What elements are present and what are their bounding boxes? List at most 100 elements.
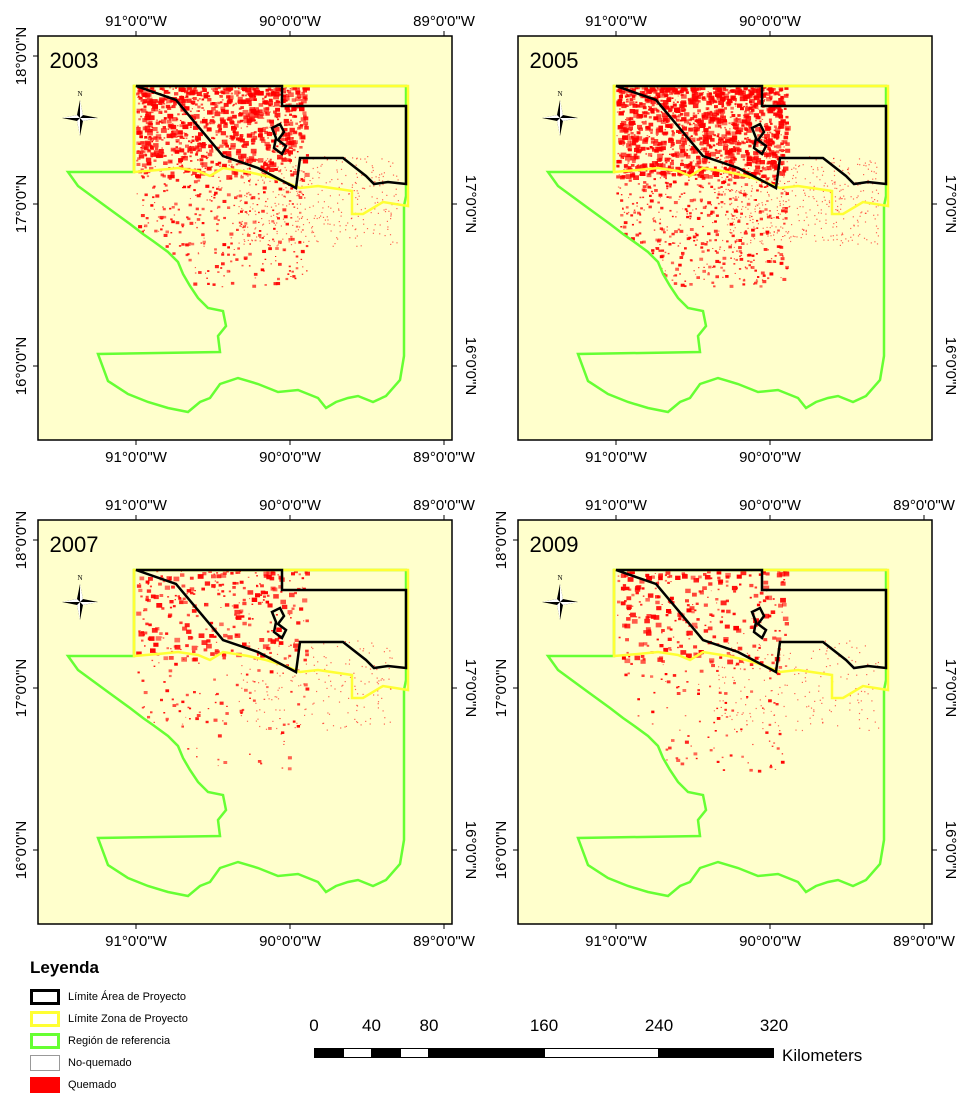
x-tick-top: 91°0'0"W (585, 13, 648, 30)
y-tick-left: 18°0'0"N (13, 27, 30, 85)
compass-label: N (557, 574, 562, 582)
scale-segment (400, 1048, 429, 1058)
y-tick-right: 17°0'0"N (462, 175, 479, 233)
y-tick-right: 16°0'0"N (462, 337, 479, 395)
map-frame (517, 35, 933, 441)
y-tick-left: 18°0'0"N (13, 511, 30, 569)
legend-swatch (30, 1011, 60, 1027)
legend-label: Límite Zona de Proyecto (68, 1013, 188, 1025)
scale-label: 240 (644, 1016, 674, 1035)
compass-label: N (77, 90, 82, 98)
scale-segment (544, 1048, 659, 1058)
legend-label: No-quemado (68, 1057, 132, 1069)
map-panel-2009: 2009 N 91°0'0"W 90°0'0"W 89°0'0"W 91°0'0"W 90°… (493, 497, 959, 950)
x-tick-bottom: 91°0'0"W (585, 933, 648, 950)
legend-label: Quemado (68, 1079, 117, 1091)
reference-region-boundary (65, 84, 408, 414)
x-tick-top: 91°0'0"W (105, 13, 168, 30)
project-area-boundary (615, 568, 888, 674)
x-tick-bottom: 90°0'0"W (259, 933, 322, 950)
map-frame (517, 519, 933, 925)
map-panels: 2003 N 91°0'0"W 90°0'0"W 89°0'0"W 91°0'0"W 90°… (13, 13, 959, 950)
lake-boundary (750, 122, 768, 156)
x-tick-bottom: 90°0'0"W (739, 933, 802, 950)
map-panel-2005: 2005 N 91°0'0"W 90°0'0"W 91°0'0"W 90°0'0"W 17°… (517, 13, 959, 466)
scale-segment (314, 1048, 343, 1058)
lake-boundary (750, 606, 768, 640)
north-arrow-icon: N (62, 90, 98, 136)
legend-item: No-quemado (30, 1052, 290, 1074)
scale-segment (659, 1048, 774, 1058)
x-tick-bottom: 89°0'0"W (893, 933, 956, 950)
legend-title: Leyenda (30, 958, 99, 977)
x-tick-top: 90°0'0"W (259, 13, 322, 30)
y-tick-right: 17°0'0"N (942, 659, 959, 717)
burned-area (136, 570, 393, 771)
x-tick-bottom: 91°0'0"W (105, 449, 168, 466)
y-tick-left: 18°0'0"N (493, 511, 510, 569)
compass-label: N (77, 574, 82, 582)
lake-boundary (270, 606, 288, 640)
project-area-boundary (135, 84, 408, 190)
year-label: 2003 (50, 48, 99, 73)
scale-label: 80 (419, 1016, 439, 1035)
scale-unit: Kilometers (782, 1046, 863, 1065)
map-panel-2007: 2007 N 91°0'0"W 90°0'0"W 89°0'0"W 91°0'0"W 90°… (13, 497, 479, 950)
legend-label: Región de referencia (68, 1035, 171, 1047)
x-tick-top: 90°0'0"W (259, 497, 322, 514)
x-tick-top: 89°0'0"W (413, 497, 476, 514)
scale-label: 40 (362, 1016, 381, 1035)
x-tick-top: 89°0'0"W (893, 497, 956, 514)
scale-label: 320 (759, 1016, 789, 1035)
x-tick-bottom: 91°0'0"W (585, 449, 648, 466)
map-panel-2003: 2003 N 91°0'0"W 90°0'0"W 89°0'0"W 91°0'0"W 90°… (13, 13, 479, 466)
y-tick-right: 16°0'0"N (942, 821, 959, 879)
y-tick-right: 17°0'0"N (942, 175, 959, 233)
year-label: 2009 (530, 532, 579, 557)
y-tick-left: 16°0'0"N (493, 821, 510, 879)
compass-label: N (557, 90, 562, 98)
lake-boundary (270, 122, 288, 156)
x-tick-top: 91°0'0"W (585, 497, 648, 514)
project-area-boundary (615, 84, 888, 190)
legend-swatch (30, 1077, 60, 1093)
legend-label: Límite Área de Proyecto (68, 991, 187, 1003)
scale-label: 0 (309, 1016, 319, 1035)
legend-item: Región de referencia (30, 1030, 290, 1052)
legend-item: Límite Área de Proyecto (30, 986, 290, 1008)
x-tick-bottom: 89°0'0"W (413, 933, 476, 950)
x-tick-top: 89°0'0"W (413, 13, 476, 30)
x-tick-top: 91°0'0"W (105, 497, 168, 514)
y-tick-right: 16°0'0"N (462, 821, 479, 879)
x-tick-bottom: 90°0'0"W (739, 449, 802, 466)
legend-swatch (30, 1033, 60, 1049)
year-label: 2007 (50, 532, 99, 557)
y-tick-left: 17°0'0"N (13, 659, 30, 717)
x-tick-bottom: 90°0'0"W (259, 449, 322, 466)
year-label: 2005 (530, 48, 579, 73)
scale-segment (371, 1048, 401, 1058)
x-tick-top: 90°0'0"W (739, 497, 802, 514)
y-tick-right: 16°0'0"N (942, 337, 959, 395)
y-tick-left: 16°0'0"N (13, 337, 30, 395)
legend-swatch (30, 1055, 60, 1071)
scale-segment (342, 1048, 372, 1058)
burned-area (616, 570, 880, 773)
reference-region-boundary (545, 84, 888, 414)
y-tick-left: 17°0'0"N (493, 659, 510, 717)
reference-region-boundary (65, 568, 408, 898)
y-tick-left: 17°0'0"N (13, 175, 30, 233)
scale-label: 160 (529, 1016, 559, 1035)
x-tick-bottom: 89°0'0"W (413, 449, 476, 466)
legend-item: Quemado (30, 1074, 290, 1096)
x-tick-top: 90°0'0"W (739, 13, 802, 30)
legend-item: Límite Zona de Proyecto (30, 1008, 290, 1030)
scale-bar: Kilometers 0 40 80 160 240 320 (309, 1016, 890, 1066)
y-tick-right: 17°0'0"N (462, 659, 479, 717)
burned-area (616, 86, 879, 288)
project-area-boundary (135, 568, 408, 674)
legend-items: Límite Área de Proyecto Límite Zona de Pr… (30, 986, 290, 1096)
reference-region-boundary (545, 568, 888, 898)
legend-swatch (30, 989, 60, 1005)
north-arrow-icon: N (542, 574, 578, 620)
